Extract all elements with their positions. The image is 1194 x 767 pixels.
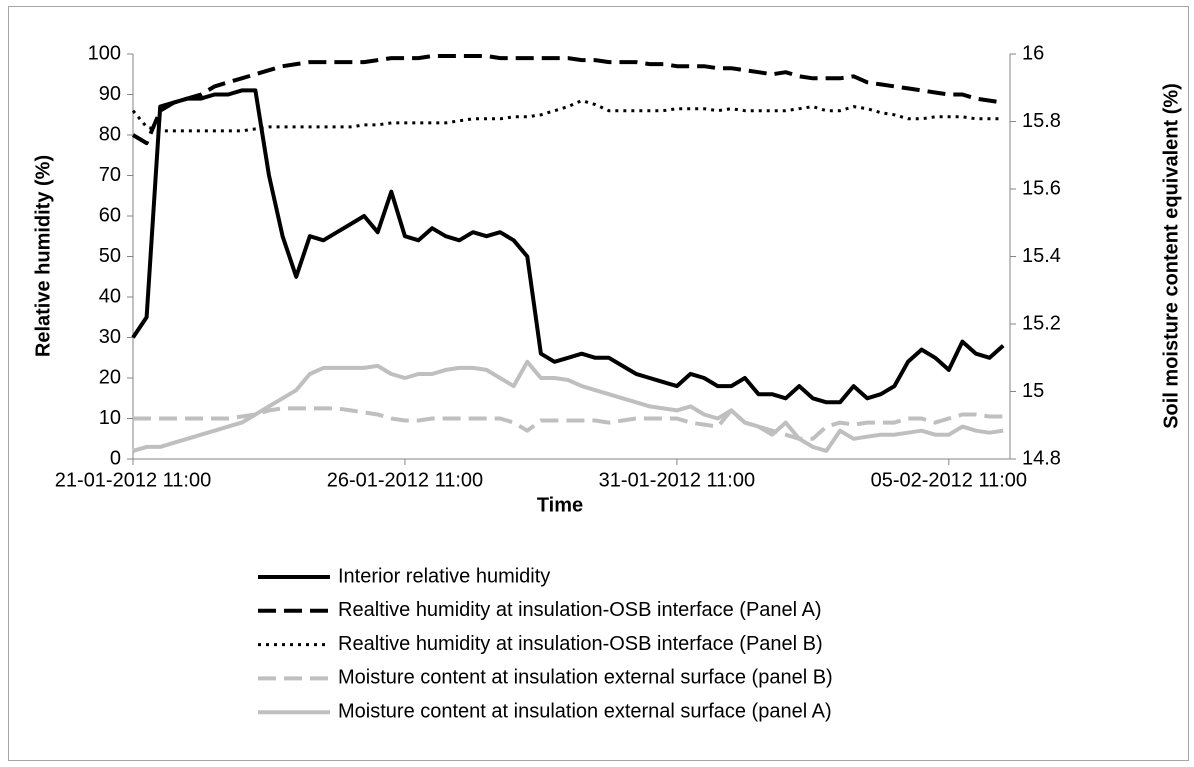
data-line <box>131 88 1005 405</box>
legend-label: Realtive humidity at insulation-OSB inte… <box>338 633 823 655</box>
y-tick-label: 50 <box>99 245 121 267</box>
y-tick-label: 40 <box>99 285 121 307</box>
legend-label: Realtive humidity at insulation-OSB inte… <box>338 599 822 621</box>
y2-axis-label: Soil moisture content equivalent (%) <box>1160 83 1182 429</box>
y2-tick-label: 15.6 <box>1022 177 1061 199</box>
legend-label: Moisture content at insulation external … <box>338 667 833 689</box>
y-tick-label: 90 <box>99 83 121 105</box>
data-line <box>132 359 1004 453</box>
y-axis-label: Relative humidity (%) <box>32 155 54 357</box>
data-line <box>133 406 1004 441</box>
data-line <box>131 99 1004 133</box>
legend-label: Moisture content at insulation external … <box>338 700 832 722</box>
x-axis-label: Time <box>537 494 583 516</box>
data-line <box>131 54 1004 146</box>
y2-tick-label: 16 <box>1022 42 1044 64</box>
y-tick-label: 80 <box>99 123 121 145</box>
x-tick-label: 05-02-2012 11:00 <box>871 469 1027 491</box>
y-tick-label: 60 <box>99 204 121 226</box>
y-tick-label: 100 <box>88 42 121 64</box>
y-tick-label: 70 <box>99 164 121 186</box>
y-tick-label: 30 <box>99 326 121 348</box>
y2-tick-label: 15.2 <box>1022 312 1061 334</box>
y2-tick-label: 15 <box>1022 380 1044 402</box>
y-tick-label: 20 <box>99 366 121 388</box>
y2-tick-label: 15.8 <box>1022 110 1061 132</box>
x-tick-label: 21-01-2012 11:00 <box>55 469 211 491</box>
y-tick-label: 10 <box>99 407 121 429</box>
x-tick-label: 31-01-2012 11:00 <box>599 469 755 491</box>
y-tick-label: 0 <box>110 447 121 469</box>
y2-tick-label: 15.4 <box>1022 245 1061 267</box>
y2-tick-label: 14.8 <box>1022 447 1061 469</box>
x-tick-label: 26-01-2012 11:00 <box>327 469 483 491</box>
legend-label: Interior relative humidity <box>338 565 550 587</box>
